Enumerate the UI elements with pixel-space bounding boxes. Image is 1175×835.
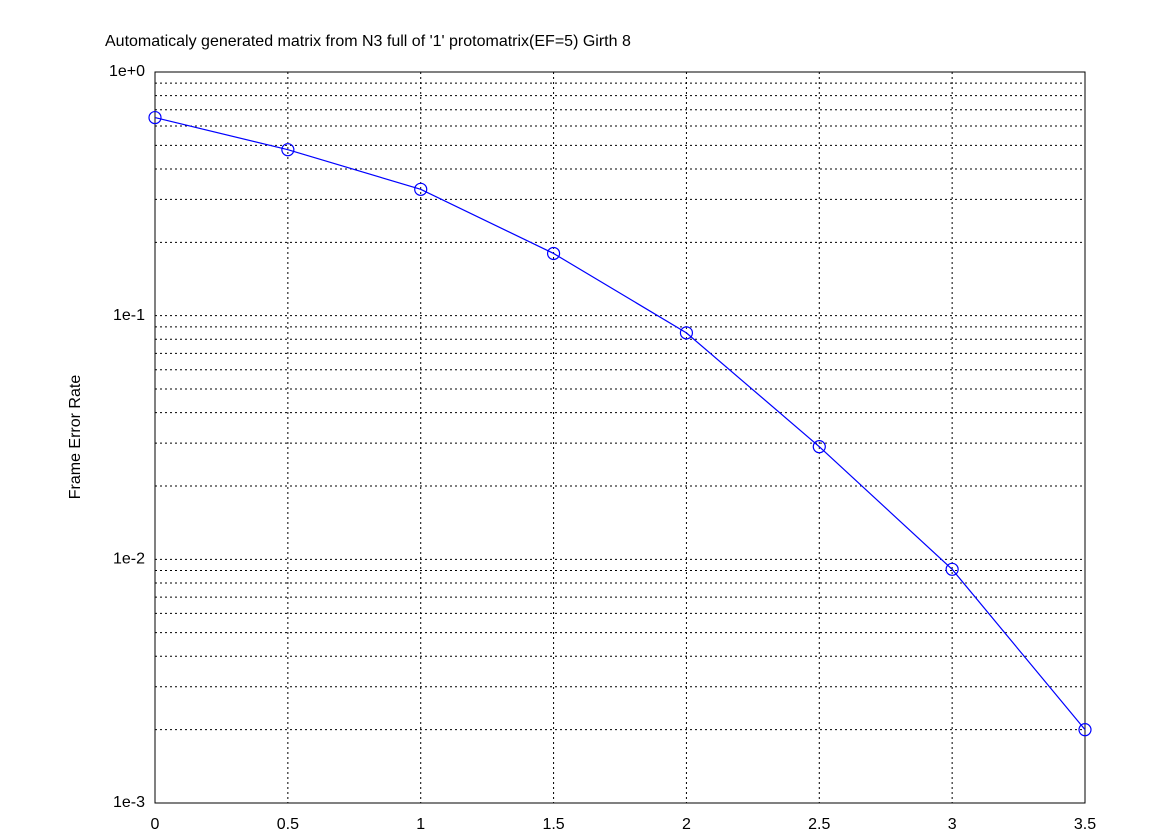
x-tick-label: 3.5 [1074, 816, 1096, 833]
x-tick-label: 1 [416, 816, 425, 833]
marker [679, 326, 694, 340]
y-tick-label: 1e-1 [113, 307, 145, 324]
y-tick-label: 1e-2 [113, 551, 145, 568]
x-tick-label: 0 [151, 816, 160, 833]
marker [546, 246, 561, 261]
marker [945, 562, 959, 576]
marker [1078, 723, 1092, 737]
y-tick-label: 1e-3 [113, 794, 145, 811]
marker [281, 143, 295, 157]
plot-frame [154, 71, 1086, 804]
chart-title: Automaticaly generated matrix from N3 fu… [105, 33, 631, 50]
marker [148, 110, 162, 125]
marker [812, 440, 826, 454]
marker [414, 182, 428, 196]
y-axis-label: Frame Error Rate [67, 375, 84, 500]
y-tick-label: 1e+0 [109, 63, 145, 80]
x-tick-label: 0.5 [277, 816, 299, 833]
x-tick-label: 1.5 [542, 816, 564, 833]
x-tick-label: 3 [948, 816, 957, 833]
series-line [154, 117, 1086, 731]
x-tick-label: 2 [682, 816, 691, 833]
x-tick-label: 2.5 [808, 816, 830, 833]
